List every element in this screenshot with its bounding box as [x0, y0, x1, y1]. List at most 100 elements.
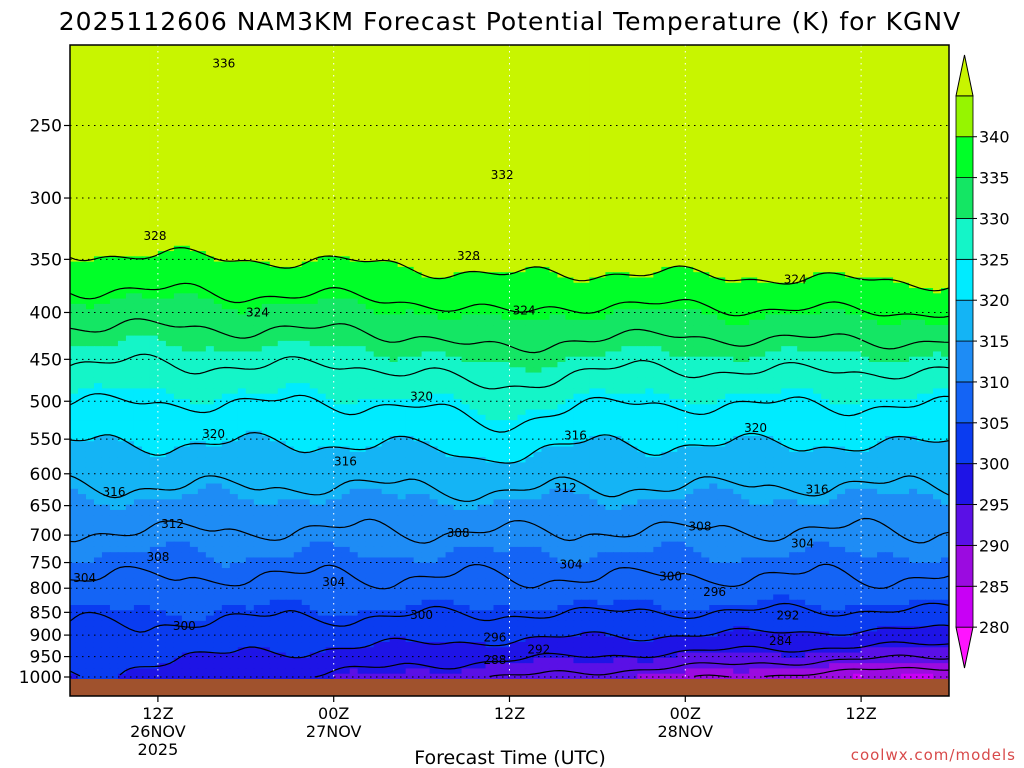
- band-cell: [429, 214, 439, 220]
- band-cell: [237, 50, 247, 57]
- band-cell: [629, 118, 638, 125]
- band-cell: [469, 277, 479, 284]
- band-cell: [501, 124, 511, 131]
- band-cell: [797, 71, 806, 78]
- band-cell: [877, 214, 886, 220]
- band-cell: [165, 266, 175, 273]
- band-cell: [437, 182, 447, 189]
- band-cell: [845, 129, 854, 136]
- band-cell: [749, 60, 758, 67]
- band-cell: [245, 113, 255, 120]
- band-cell: [653, 87, 662, 94]
- band-cell: [405, 229, 415, 236]
- band-cell: [813, 245, 822, 252]
- band-cell: [589, 87, 598, 94]
- band-cell: [557, 166, 567, 173]
- band-cell: [333, 118, 343, 125]
- band-cell: [925, 60, 934, 67]
- band-cell: [893, 256, 902, 263]
- band-cell: [861, 277, 870, 284]
- band-cell: [573, 203, 583, 210]
- band-cell: [429, 129, 439, 136]
- band-cell: [813, 277, 822, 284]
- band-cell: [421, 129, 431, 136]
- band-cell: [349, 208, 359, 215]
- band-cell: [829, 129, 838, 136]
- band-cell: [77, 272, 87, 279]
- band-cell: [765, 76, 774, 83]
- band-cell: [653, 256, 662, 263]
- band-cell: [165, 161, 175, 168]
- band-cell: [789, 103, 798, 109]
- band-cell: [765, 277, 774, 284]
- band-cell: [413, 145, 423, 152]
- band-cell: [789, 171, 798, 178]
- band-cell: [629, 66, 638, 73]
- band-cell: [909, 60, 918, 67]
- band-cell: [421, 224, 431, 231]
- band-cell: [741, 161, 750, 168]
- band-cell: [677, 60, 686, 67]
- band-cell: [693, 155, 702, 162]
- band-cell: [805, 60, 814, 67]
- band-cell: [157, 166, 167, 173]
- band-cell: [477, 81, 487, 88]
- band-cell: [357, 76, 367, 83]
- band-cell: [645, 71, 654, 78]
- band-cell: [381, 229, 391, 236]
- band-cell: [189, 219, 199, 226]
- band-cell: [277, 60, 287, 67]
- band-cell: [829, 171, 838, 178]
- band-cell: [429, 97, 439, 104]
- band-cell: [165, 282, 175, 289]
- band-cell: [541, 235, 551, 242]
- band-cell: [877, 92, 886, 99]
- band-cell: [341, 229, 351, 236]
- band-cell: [741, 71, 750, 78]
- band-cell: [901, 272, 910, 279]
- band-cell: [869, 118, 878, 125]
- band-cell: [741, 118, 750, 125]
- band-cell: [789, 214, 798, 220]
- band-cell: [805, 129, 814, 136]
- band-cell: [653, 187, 662, 194]
- band-cell: [885, 266, 894, 273]
- band-cell: [461, 118, 471, 125]
- band-cell: [373, 171, 383, 178]
- band-cell: [541, 187, 551, 194]
- band-cell: [77, 87, 87, 94]
- band-cell: [421, 113, 431, 120]
- band-cell: [437, 118, 447, 125]
- band-cell: [70, 97, 79, 104]
- band-cell: [597, 203, 606, 210]
- band-cell: [285, 251, 295, 257]
- band-cell: [653, 145, 662, 152]
- band-cell: [157, 161, 167, 168]
- band-cell: [941, 76, 949, 83]
- band-cell: [861, 171, 870, 178]
- band-cell: [189, 55, 199, 62]
- band-cell: [549, 60, 559, 67]
- band-cell: [165, 166, 175, 173]
- band-cell: [365, 208, 375, 215]
- band-cell: [501, 224, 511, 231]
- band-cell: [893, 182, 902, 189]
- band-cell: [253, 103, 263, 109]
- band-cell: [653, 261, 662, 268]
- band-cell: [85, 45, 95, 51]
- band-cell: [789, 182, 798, 189]
- band-cell: [453, 150, 463, 157]
- band-cell: [749, 103, 758, 109]
- band-cell: [653, 92, 662, 99]
- band-cell: [709, 251, 718, 257]
- band-cell: [853, 87, 862, 94]
- band-cell: [741, 66, 750, 73]
- band-cell: [70, 224, 79, 231]
- band-cell: [677, 155, 686, 162]
- band-cell: [381, 45, 391, 51]
- band-cell: [837, 108, 846, 115]
- band-cell: [325, 103, 335, 109]
- band-cell: [789, 203, 798, 210]
- band-cell: [661, 97, 670, 104]
- band-cell: [773, 45, 782, 51]
